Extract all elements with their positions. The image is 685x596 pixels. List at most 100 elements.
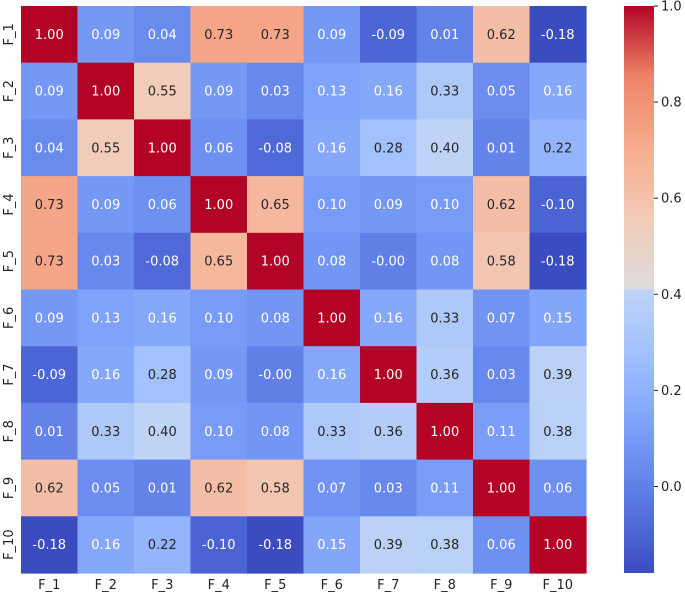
heatmap-cell-label: 0.28	[148, 368, 177, 383]
heatmap-cell-label: 1.00	[204, 198, 233, 213]
heatmap-cell	[303, 119, 361, 177]
y-tick-label: F_2	[2, 80, 17, 102]
heatmap-cell	[134, 6, 192, 64]
heatmap-cell-label: 0.16	[317, 368, 346, 383]
heatmap-cell	[473, 459, 531, 517]
heatmap-cell	[529, 62, 587, 120]
heatmap-cell	[529, 459, 587, 517]
colorbar-tick-label: 0.0	[661, 480, 682, 495]
heatmap-cell-label: -0.00	[371, 255, 405, 270]
heatmap-cell	[473, 6, 531, 64]
heatmap-cell-label: 0.06	[148, 198, 177, 213]
heatmap-cell	[134, 289, 192, 347]
heatmap-cell	[303, 516, 361, 574]
heatmap-cell	[190, 176, 248, 234]
heatmap-cell	[21, 516, 79, 574]
heatmap-cell	[190, 402, 248, 461]
heatmap-cell	[247, 119, 305, 177]
heatmap-cell-label: 0.73	[35, 255, 64, 270]
heatmap-cell-label: 0.62	[35, 481, 64, 496]
heatmap-cell	[77, 516, 135, 574]
heatmap-cell-label: 0.16	[317, 141, 346, 156]
heatmap-cell	[134, 516, 192, 574]
y-tick-label: F_7	[2, 363, 17, 385]
heatmap-cell	[134, 459, 192, 517]
heatmap-cell	[473, 516, 531, 574]
heatmap-cell	[190, 516, 248, 574]
y-tick-label: F_3	[2, 137, 17, 159]
heatmap-cell-label: 0.09	[317, 28, 346, 43]
heatmap-cell	[247, 176, 305, 234]
heatmap-cell-label: 0.16	[374, 311, 403, 326]
heatmap-cell	[247, 62, 305, 120]
x-tick-label: F_9	[490, 578, 512, 593]
heatmap-cell-label: 0.03	[487, 368, 516, 383]
heatmap-cell	[247, 6, 305, 64]
y-tick-label: F_9	[2, 477, 17, 499]
heatmap-cell	[360, 119, 418, 177]
heatmap-cell	[360, 516, 418, 574]
heatmap-cell	[473, 119, 531, 177]
heatmap-cell	[134, 119, 192, 177]
x-tick-label: F_4	[208, 578, 230, 593]
heatmap-cell-label: 0.39	[543, 368, 572, 383]
heatmap-cell-label: 0.40	[148, 425, 177, 440]
y-tick-label: F_5	[2, 250, 17, 272]
heatmap-cell-label: 0.38	[430, 538, 459, 553]
heatmap-cell-label: 0.01	[35, 425, 64, 440]
heatmap-cell	[416, 459, 474, 517]
heatmap-cell-label: 0.40	[430, 141, 459, 156]
heatmap-cell	[77, 459, 135, 517]
y-tick-label: F_4	[2, 193, 17, 215]
heatmap-cell	[247, 232, 305, 291]
heatmap-cell-label: 0.09	[35, 311, 64, 326]
colorbar: 0.0 0.2 0.4 0.6 0.8 1.0	[624, 0, 682, 573]
heatmap-cell-label: 0.04	[148, 28, 177, 43]
heatmap-cell-label: 0.73	[35, 198, 64, 213]
heatmap-cell-label: 0.05	[487, 85, 516, 100]
heatmap-cell-label: -0.09	[371, 28, 405, 43]
heatmap-cell-label: 0.15	[543, 311, 572, 326]
x-tick-label: F_3	[151, 578, 173, 593]
heatmap-cell	[529, 402, 587, 461]
heatmap-cell-label: 0.73	[261, 28, 290, 43]
heatmap-cell-label: 0.06	[543, 481, 572, 496]
heatmap-cell-label: 0.33	[430, 311, 459, 326]
heatmap-cell-label: 0.73	[204, 28, 233, 43]
heatmap-cell-label: 0.62	[487, 28, 516, 43]
heatmap-cell-label: 0.55	[148, 85, 177, 100]
heatmap-cell-label: 0.07	[317, 481, 346, 496]
heatmap-cell-label: 0.08	[317, 255, 346, 270]
heatmap-cell	[21, 176, 79, 234]
heatmap-cell-label: -0.18	[541, 28, 575, 43]
x-axis-tick-labels: F_1 F_2 F_3 F_4 F_5 F_6 F_7 F_8 F_9 F_10	[38, 578, 573, 593]
heatmap-cell	[21, 62, 79, 120]
heatmap-cell-label: 0.06	[487, 538, 516, 553]
heatmap-cell-label: -0.00	[258, 368, 292, 383]
heatmap-cell	[416, 402, 474, 461]
heatmap-cell	[360, 232, 418, 291]
heatmap-cell	[77, 232, 135, 291]
heatmap-cell	[416, 516, 474, 574]
heatmap-cell-label: 0.36	[374, 425, 403, 440]
heatmap-cell	[473, 402, 531, 461]
heatmap-cell-label: 0.15	[317, 538, 346, 553]
heatmap-cell-label: 0.07	[487, 311, 516, 326]
heatmap-cell-label: 0.09	[204, 85, 233, 100]
colorbar-gradient	[624, 6, 654, 573]
colorbar-tick-label: 0.8	[661, 96, 682, 111]
heatmap-cell	[190, 289, 248, 347]
heatmap-cell	[190, 459, 248, 517]
heatmap-cell	[473, 176, 531, 234]
heatmap-cell	[303, 62, 361, 120]
heatmap-cell	[247, 516, 305, 574]
heatmap-cell-label: 0.28	[374, 141, 403, 156]
heatmap-cell	[416, 62, 474, 120]
heatmap-cell-label: -0.10	[202, 538, 236, 553]
x-tick-label: F_8	[434, 578, 456, 593]
heatmap-cell-label: 1.00	[261, 255, 290, 270]
heatmap-cell	[303, 176, 361, 234]
heatmap-cell-label: 0.03	[374, 481, 403, 496]
x-tick-label: F_5	[264, 578, 286, 593]
heatmap-cell	[303, 402, 361, 461]
